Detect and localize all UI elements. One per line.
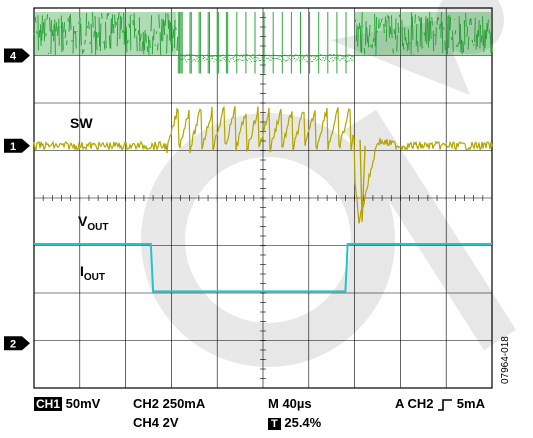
t-badge: T: [268, 418, 281, 430]
scope-traces: [33, 11, 493, 293]
marker-shape: [4, 48, 30, 63]
sw-band-left: [34, 12, 177, 56]
ch1-setting: CH1 50mV: [34, 396, 100, 411]
watermark-logo: [141, 0, 517, 367]
marker-label: 4: [10, 51, 17, 63]
rising-edge-icon: [438, 398, 453, 411]
trigger-level: 5mA: [456, 396, 485, 411]
sw-band-right: [354, 12, 492, 56]
ground-markers: 4 1 2: [4, 48, 30, 351]
iout-label-sub: OUT: [84, 272, 105, 283]
ch4-scale: CH4 2V: [133, 415, 179, 430]
trigger-setting: A CH2 5mA: [395, 396, 485, 411]
scope-grid: [33, 7, 493, 389]
vout-label: VOUT: [78, 213, 108, 233]
marker-shape: [4, 138, 30, 153]
ground-marker-1: 1: [4, 138, 30, 153]
marker-shape: [4, 336, 30, 351]
marker-label: 2: [10, 338, 16, 350]
time-scale: M 40µs: [268, 396, 312, 411]
ground-marker-4: 4: [4, 48, 30, 63]
marker-label: 1: [10, 141, 16, 153]
sw-trace-path: [33, 11, 493, 74]
figure-id: 07964-018: [500, 336, 511, 384]
sw-label: SW: [70, 115, 93, 131]
iout-trace: [34, 243, 492, 293]
ch1-scale: 50mV: [65, 396, 101, 411]
trigger-position: T 25.4%: [268, 415, 321, 430]
vout-spike: [359, 139, 366, 222]
ground-marker-2: 2: [4, 336, 30, 351]
sw-trace: [33, 11, 493, 74]
vout-trace: [33, 105, 493, 224]
ch2-scale: CH2 250mA: [133, 396, 206, 411]
trigger-pos-value: 25.4%: [284, 415, 322, 430]
iout-label: IOUT: [80, 263, 105, 283]
ch1-badge: CH1: [34, 397, 63, 411]
scope-settings-footer: CH1 50mV CH2 250mA CH4 2V M 40µs T 25.4%…: [0, 390, 533, 438]
vout-label-sub: OUT: [87, 222, 108, 233]
trigger-source: A CH2: [395, 396, 434, 411]
